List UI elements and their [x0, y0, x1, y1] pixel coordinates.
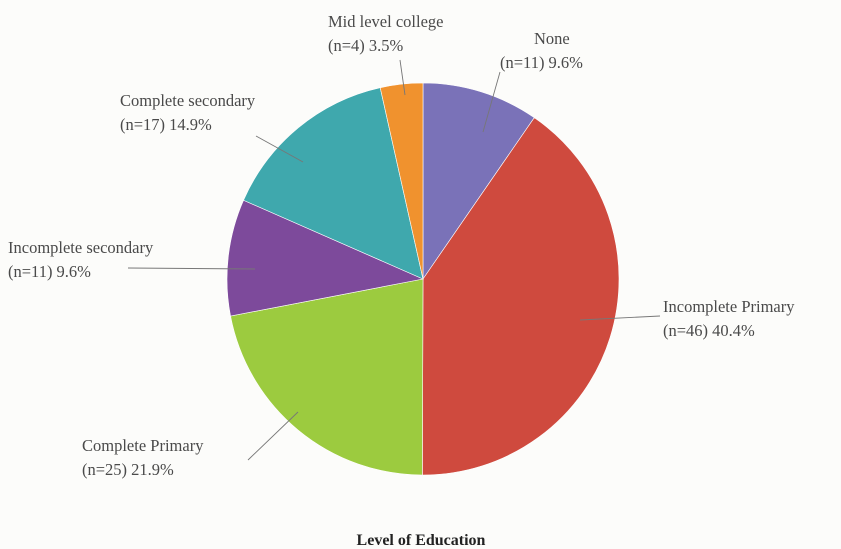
pie-slice-incomplete-secondary [226, 199, 425, 317]
leader-lines [127, 59, 661, 461]
slice-label-category: Incomplete Primary [663, 297, 795, 316]
slice-label-value: (n=46) 40.4% [663, 321, 755, 340]
pie-slice-incomplete-primary [422, 117, 620, 476]
slice-label-value: (n=11) 9.6% [500, 53, 583, 72]
slice-label-category: Mid level college [328, 12, 443, 31]
leader-line [579, 315, 661, 321]
slice-label-value: (n=25) 21.9% [82, 460, 174, 479]
slice-label-category: Complete secondary [120, 91, 256, 110]
slice-label-category: None [534, 29, 570, 48]
leader-line [482, 71, 501, 133]
pie-slice-none [422, 82, 535, 280]
leader-line [127, 267, 256, 270]
pie-slices [226, 82, 620, 476]
slice-label-value: (n=11) 9.6% [8, 262, 91, 281]
pie-slice-complete-primary [230, 278, 424, 476]
leader-line [247, 411, 299, 461]
slice-label-category: Complete Primary [82, 436, 204, 455]
leader-line [255, 135, 304, 163]
slice-labels: None (n=11) 9.6% Incomplete Primary (n=46) … [8, 12, 795, 479]
chart-title: Level of Education [357, 532, 486, 549]
slice-label-value: (n=17) 14.9% [120, 115, 212, 134]
pie-slice-complete-secondary [243, 87, 424, 280]
leader-line [399, 59, 406, 96]
pie-slice-mid-level-college [379, 82, 424, 280]
slice-label-value: (n=4) 3.5% [328, 36, 404, 55]
slice-label-category: Incomplete secondary [8, 238, 154, 257]
